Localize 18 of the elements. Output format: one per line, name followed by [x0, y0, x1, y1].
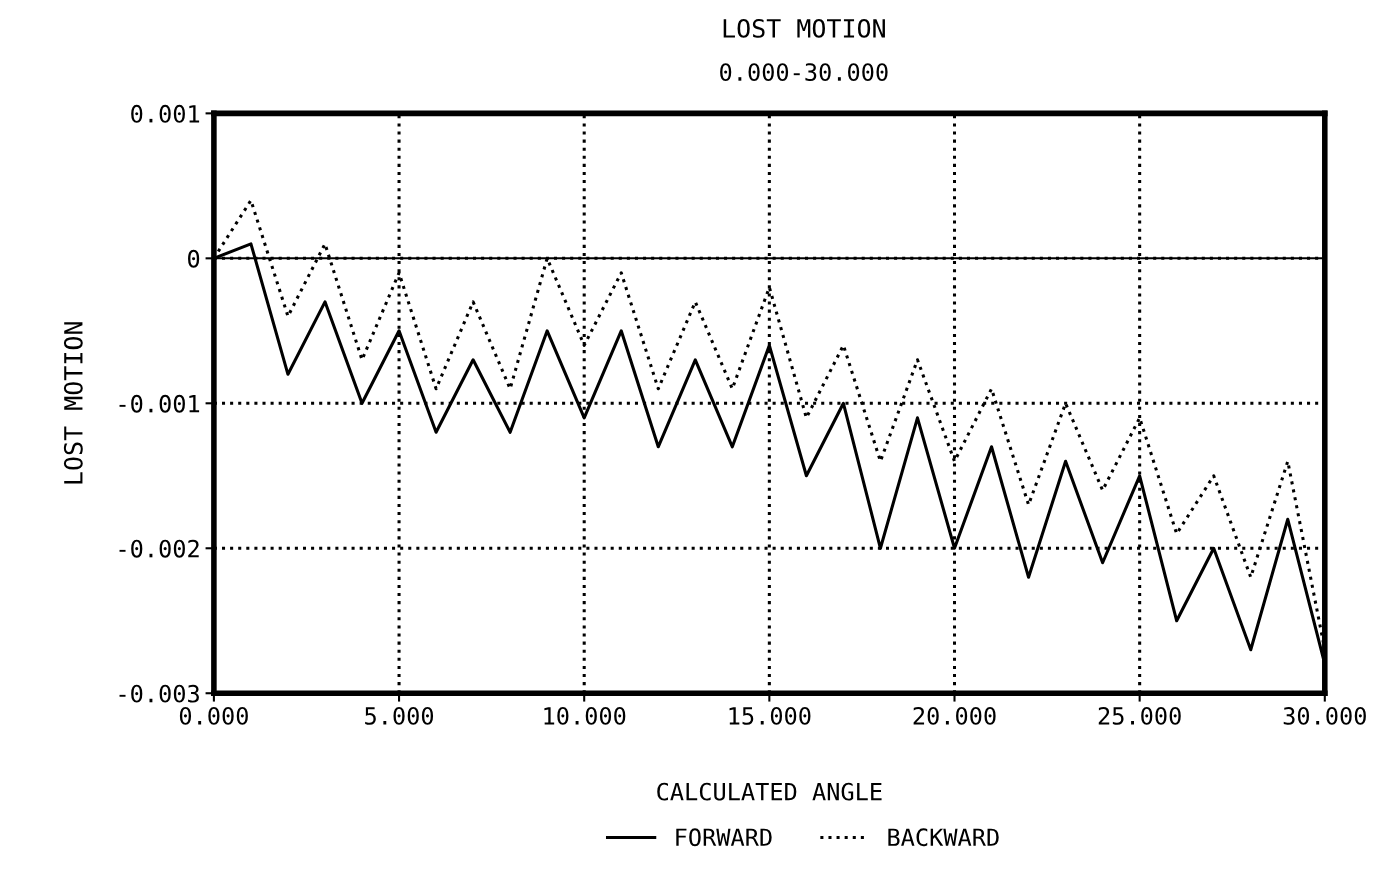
x-tick-label: 15.000: [729, 706, 811, 725]
legend-label: BACKWARD: [888, 828, 999, 847]
y-tick-label: -0.001: [119, 394, 200, 413]
x-tick-label: 10.000: [544, 706, 626, 725]
x-tick-label: 20.000: [913, 706, 996, 725]
x-tick-label: 0.000: [179, 706, 248, 725]
y-axis-title: LOST MOTION: [63, 322, 83, 484]
chart-title: LOST MOTION: [723, 18, 885, 38]
y-tick-label: -0.003: [119, 684, 199, 703]
y-tick-label: 0.001: [131, 104, 200, 123]
legend-label: FORWARD: [676, 828, 772, 847]
x-tick-label: 5.000: [365, 706, 434, 725]
y-tick-label: -0.002: [119, 539, 199, 558]
chart-subtitle: 0.000-30.000: [720, 63, 888, 82]
x-axis-title: CALCULATED ANGLE: [657, 782, 882, 801]
x-tick-label: 30.000: [1283, 706, 1366, 725]
x-tick-label: 25.000: [1098, 706, 1181, 725]
y-tick-label: 0: [188, 249, 200, 268]
